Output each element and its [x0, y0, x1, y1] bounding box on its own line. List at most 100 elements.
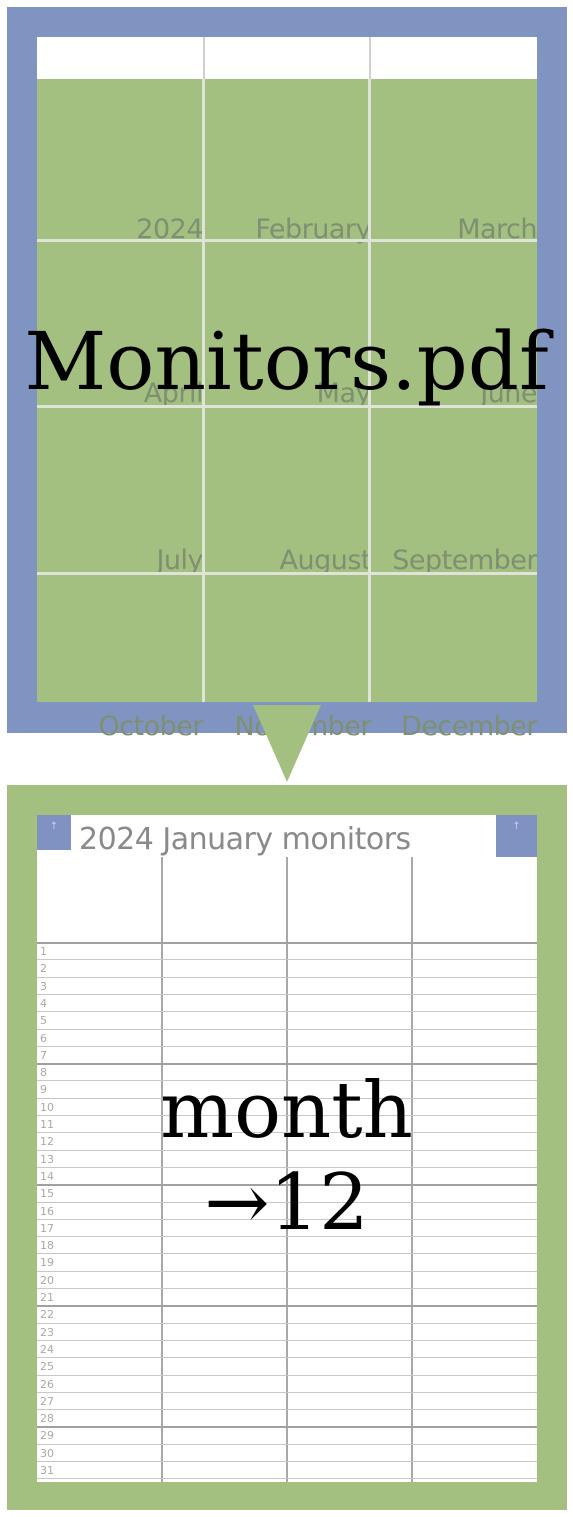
day-number: 24 — [40, 1342, 54, 1356]
day-number: 4 — [40, 996, 47, 1010]
column-divider — [161, 857, 163, 1482]
day-number: 13 — [40, 1152, 54, 1166]
row-divider — [37, 1409, 537, 1411]
row-divider — [37, 1443, 537, 1445]
row-divider — [37, 1288, 537, 1289]
overlay-line: month — [160, 1066, 413, 1156]
column-divider — [286, 857, 288, 1482]
down-arrow-connector — [253, 705, 321, 782]
row-divider — [37, 1374, 537, 1376]
day-number: 3 — [40, 979, 47, 993]
row-divider — [37, 1357, 537, 1359]
day-number: 8 — [40, 1066, 47, 1080]
day-number: 26 — [40, 1377, 54, 1391]
day-number: 1 — [40, 945, 47, 958]
day-number: 22 — [40, 1308, 54, 1322]
grid-divider — [37, 405, 537, 408]
row-divider — [37, 959, 537, 961]
month-cell-10[interactable]: October — [37, 576, 203, 742]
month-overlay: month →12 — [0, 1065, 573, 1249]
month-label: December — [400, 711, 538, 742]
row-divider — [37, 1270, 537, 1272]
day-number: 16 — [40, 1204, 54, 1218]
up-arrow-glyph: ↑ — [49, 821, 59, 832]
row-divider — [37, 1063, 537, 1066]
month-cell-5[interactable]: May — [205, 243, 372, 409]
row-divider — [37, 1045, 537, 1047]
day-number: 11 — [40, 1118, 54, 1131]
row-divider — [37, 1339, 537, 1341]
day-number: 25 — [40, 1360, 54, 1374]
grid-divider — [368, 79, 371, 702]
row-divider — [37, 1391, 537, 1393]
day-number: 15 — [40, 1187, 54, 1201]
day-number: 10 — [40, 1100, 54, 1114]
page-title: 2024 January monitors — [79, 822, 411, 857]
grid-divider — [202, 79, 205, 702]
row-divider — [37, 1132, 537, 1134]
month-cell-12[interactable]: December — [371, 576, 538, 742]
up-arrow-icon[interactable]: ↑ — [37, 815, 71, 850]
row-divider — [37, 1253, 537, 1255]
month-label: October — [98, 711, 203, 742]
row-divider — [37, 993, 537, 995]
day-number: 21 — [40, 1291, 54, 1304]
day-number: 17 — [40, 1221, 54, 1235]
row-divider — [37, 1011, 537, 1013]
day-number: 18 — [40, 1239, 54, 1253]
day-number: 5 — [40, 1014, 47, 1028]
month-label: September — [392, 545, 537, 576]
month-cell-2[interactable]: February — [205, 79, 371, 245]
day-number: 28 — [40, 1412, 54, 1426]
month-cell-9[interactable]: September — [371, 410, 537, 576]
up-arrow-glyph: ↑ — [512, 821, 521, 832]
row-divider — [37, 1028, 537, 1030]
index-page-header — [37, 37, 537, 79]
up-arrow-icon[interactable]: ↑ — [496, 815, 537, 857]
row-divider — [37, 1478, 537, 1480]
header-divider — [203, 37, 205, 79]
month-cell-3[interactable]: March — [371, 79, 537, 245]
row-divider — [37, 1322, 537, 1324]
row-divider — [37, 1097, 537, 1099]
row-divider — [37, 1218, 537, 1220]
month-cell-6[interactable]: June — [371, 243, 537, 409]
day-number: 31 — [40, 1464, 54, 1477]
day-number: 12 — [40, 1135, 54, 1149]
row-divider — [37, 1080, 537, 1082]
grid-divider — [37, 572, 537, 575]
row-divider — [37, 1461, 537, 1462]
row-divider — [37, 1115, 537, 1116]
month-grid: 2024 February March April May June July … — [37, 79, 538, 740]
overlay-line: →12 — [204, 1158, 369, 1249]
day-number: 30 — [40, 1446, 54, 1460]
month-label: August — [279, 545, 372, 576]
day-number: 2 — [40, 962, 47, 976]
row-divider — [37, 1166, 537, 1168]
index-page: 2024 February March April May June July … — [37, 37, 538, 740]
month-label: June — [480, 378, 537, 409]
month-label: February — [255, 214, 371, 245]
month-cell-1[interactable]: 2024 — [37, 79, 203, 245]
month-label: July — [156, 545, 203, 576]
month-cell-7[interactable]: July — [37, 410, 203, 576]
day-number: 19 — [40, 1256, 54, 1270]
day-number: 20 — [40, 1273, 54, 1287]
day-number: 14 — [40, 1169, 54, 1183]
month-cell-8[interactable]: August — [205, 410, 372, 576]
day-number: 23 — [40, 1325, 54, 1339]
day-number: 27 — [40, 1394, 54, 1408]
month-label: May — [316, 378, 372, 409]
month-label: 2024 — [136, 214, 203, 245]
header-divider — [369, 37, 371, 79]
day-number: 9 — [40, 1083, 47, 1097]
month-cell-4[interactable]: April — [37, 243, 204, 409]
row-divider — [37, 1305, 537, 1308]
row-divider — [37, 1236, 537, 1238]
file-name-overlay: Monitors.pdf — [24, 315, 549, 408]
row-divider — [37, 1184, 537, 1187]
grid-divider — [37, 239, 537, 242]
day-number: 7 — [40, 1048, 47, 1062]
row-divider — [37, 1149, 537, 1151]
row-divider — [37, 1201, 537, 1203]
